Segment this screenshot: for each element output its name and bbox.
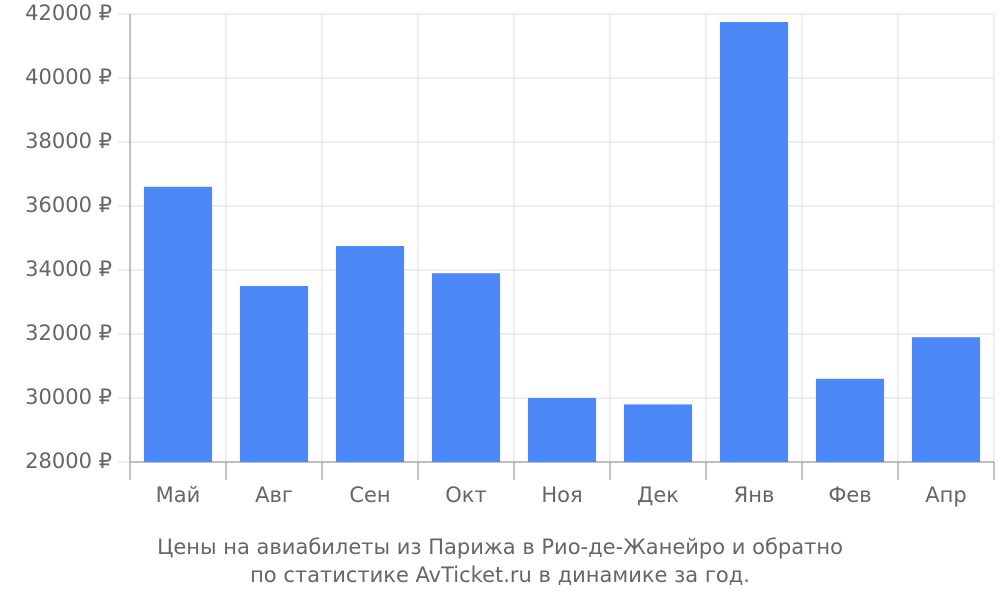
x-tick-label: Ноя (541, 483, 582, 507)
bar (911, 337, 981, 462)
bar (335, 246, 405, 462)
bar (143, 186, 213, 463)
x-tick-label: Дек (637, 483, 679, 507)
y-tick-label: 34000 ₽ (25, 257, 112, 281)
bar (527, 398, 597, 462)
x-tick-label: Окт (445, 483, 486, 507)
y-tick-label: 42000 ₽ (25, 1, 112, 25)
x-tick-label: Май (156, 483, 201, 507)
x-tick-label: Янв (734, 483, 775, 507)
bar (239, 286, 309, 462)
bar (815, 378, 885, 462)
y-tick-label: 32000 ₽ (25, 321, 112, 345)
chart-title: Цены на авиабилеты из Парижа в Рио-де-Жа… (157, 535, 843, 559)
y-tick-label: 38000 ₽ (25, 129, 112, 153)
y-tick-label: 36000 ₽ (25, 193, 112, 217)
bar (719, 22, 789, 462)
x-tick-label: Сен (349, 483, 390, 507)
bar (431, 273, 501, 462)
y-tick-label: 40000 ₽ (25, 65, 112, 89)
x-tick-label: Авг (255, 483, 293, 507)
y-tick-label: 30000 ₽ (25, 385, 112, 409)
x-tick-label: Фев (828, 483, 871, 507)
y-tick-label: 28000 ₽ (25, 449, 112, 473)
bar (623, 404, 693, 462)
chart-title: по статистике AvTicket.ru в динамике за … (250, 563, 750, 587)
x-tick-label: Апр (925, 483, 966, 507)
